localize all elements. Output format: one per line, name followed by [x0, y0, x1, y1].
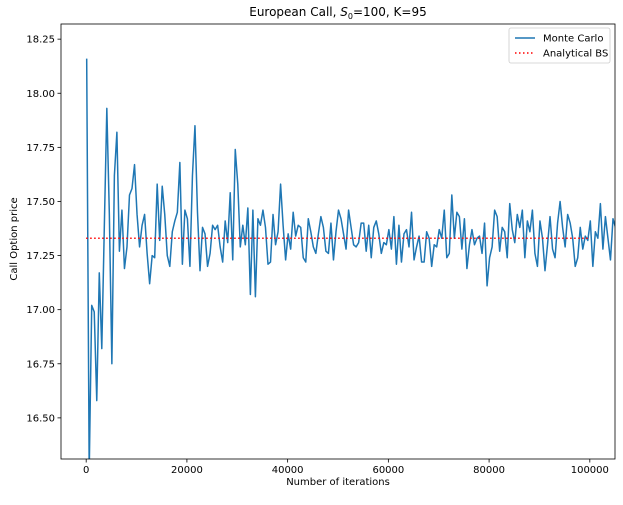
- x-tick-label: 0: [83, 465, 89, 476]
- legend-label-0: Monte Carlo: [543, 34, 603, 45]
- y-axis-label: Call Option price: [9, 197, 20, 280]
- y-tick-label: 17.25: [26, 251, 55, 262]
- chart-title: European Call, S0=100, K=95: [249, 5, 427, 21]
- series-line-0: [85, 58, 615, 459]
- y-tick-label: 17.75: [26, 143, 55, 154]
- x-tick-label: 100000: [571, 465, 609, 476]
- y-tick-label: 18.00: [26, 89, 55, 100]
- plot-area: 0 20000 40000 60000 80000 100000 16.50 16.75 17.…: [26, 23, 616, 476]
- x-tick-label: 80000: [473, 465, 505, 476]
- legend: Monte Carlo Analytical BS: [508, 27, 611, 64]
- legend-label-1: Analytical BS: [543, 49, 608, 60]
- y-tick-label: 18.25: [26, 35, 55, 46]
- y-tick-label: 17.00: [26, 305, 55, 316]
- title-subscript: 0: [348, 12, 353, 21]
- legend-box: [508, 27, 611, 64]
- x-tick-label: 40000: [272, 465, 304, 476]
- y-tick-label: 17.50: [26, 197, 55, 208]
- y-tick-label: 16.50: [26, 413, 55, 424]
- axes-frame: [60, 23, 616, 460]
- x-tick-label: 20000: [171, 465, 203, 476]
- x-tick-label: 60000: [372, 465, 404, 476]
- title-prefix: European Call,: [249, 5, 340, 19]
- y-tick-label: 16.75: [26, 359, 55, 370]
- x-axis-label: Number of iterations: [286, 477, 390, 488]
- title-suffix: =100, K=95: [353, 5, 427, 19]
- title-symbol: S: [340, 5, 348, 19]
